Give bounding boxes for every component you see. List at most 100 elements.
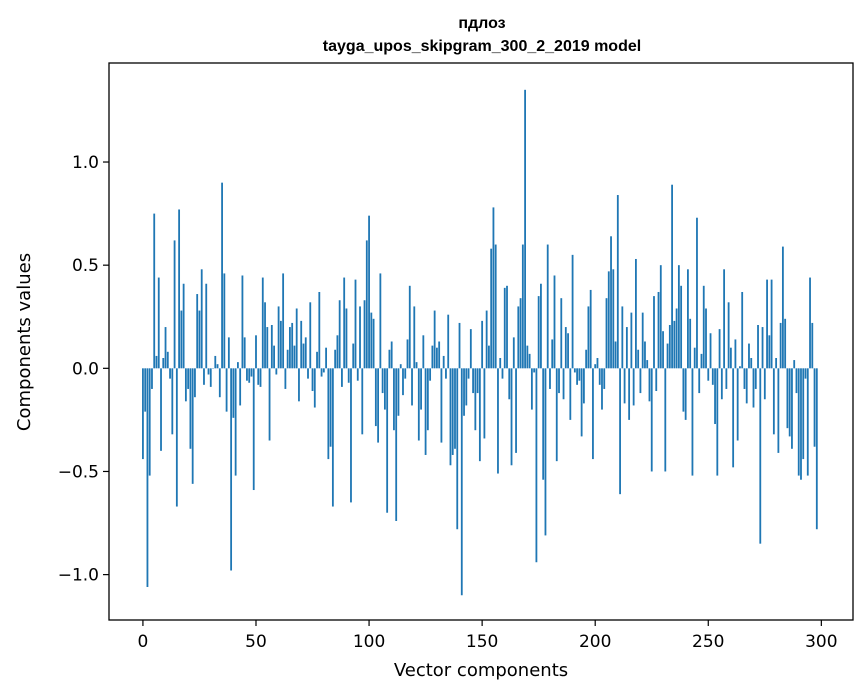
bar-16	[178, 209, 181, 369]
bar-78	[318, 291, 321, 369]
bar-133	[442, 355, 445, 369]
bar-74	[309, 302, 312, 369]
bar-207	[610, 236, 612, 369]
bar-164	[512, 337, 515, 369]
bar-168	[521, 244, 524, 369]
bar-227	[655, 368, 658, 392]
bar-240	[684, 368, 687, 420]
bar-158	[499, 358, 502, 369]
bar-72	[304, 337, 307, 369]
bar-178	[544, 368, 547, 536]
bar-245	[696, 217, 698, 369]
bar-12	[169, 368, 171, 379]
bar-193	[578, 368, 581, 381]
x-tick-label: 150	[466, 632, 498, 652]
y-tick-label: 0.5	[72, 256, 99, 276]
bar-58	[273, 345, 275, 369]
bar-66	[291, 322, 294, 369]
bar-15	[175, 368, 178, 507]
bar-102	[372, 318, 375, 369]
bar-77	[316, 351, 318, 369]
bar-224	[648, 368, 651, 402]
bar-174	[535, 368, 538, 563]
bar-70	[300, 320, 303, 369]
bar-289	[795, 368, 798, 394]
bar-295	[809, 277, 811, 369]
bar-244	[693, 347, 696, 369]
bar-263	[736, 368, 739, 441]
bar-33	[216, 364, 219, 369]
bar-260	[729, 347, 732, 369]
bar-101	[370, 312, 373, 369]
bar-192	[576, 368, 579, 385]
bar-262	[734, 339, 737, 369]
bar-84	[331, 368, 334, 507]
x-tick-label: 300	[805, 632, 837, 652]
bar-110	[390, 341, 393, 369]
bar-181	[551, 339, 554, 369]
bar-150	[481, 320, 484, 369]
bar-146	[472, 368, 474, 394]
bar-167	[519, 298, 522, 369]
bar-154	[490, 248, 493, 369]
bar-123	[420, 368, 422, 410]
bar-160	[503, 287, 506, 369]
bar-189	[569, 368, 572, 420]
bar-261	[732, 368, 735, 468]
bar-173	[533, 368, 536, 373]
bar-212	[621, 306, 624, 369]
bar-281	[777, 368, 780, 453]
bar-194	[580, 368, 583, 437]
bar-54	[264, 302, 266, 369]
bar-171	[528, 353, 531, 369]
bar-228	[657, 291, 660, 369]
bar-75	[311, 368, 314, 392]
bar-35	[221, 182, 223, 369]
bar-157	[497, 368, 499, 474]
bar-134	[445, 368, 447, 379]
bars-group	[142, 89, 818, 596]
bar-156	[494, 244, 497, 369]
bar-142	[463, 368, 465, 416]
bar-287	[791, 368, 793, 449]
bar-88	[341, 368, 343, 387]
bar-41	[234, 368, 237, 476]
bar-97	[361, 368, 364, 435]
bar-275	[763, 368, 766, 400]
bar-190	[571, 254, 574, 369]
bar-100	[368, 215, 370, 369]
bar-42	[237, 362, 239, 369]
bar-5	[153, 213, 156, 369]
bar-117	[406, 339, 409, 369]
bar-92	[350, 368, 352, 503]
bar-3	[148, 368, 151, 476]
bar-48	[250, 368, 253, 377]
bar-25	[198, 310, 201, 369]
bar-6	[155, 355, 158, 369]
y-axis-ticks: −1.0 −0.5 0.0 0.5 1.0	[58, 153, 109, 586]
bar-161	[506, 285, 508, 369]
bar-24	[196, 294, 199, 369]
bar-268	[748, 343, 750, 369]
bar-248	[702, 285, 705, 369]
bar-95	[356, 368, 359, 381]
bar-80	[322, 368, 325, 373]
bar-243	[691, 368, 694, 476]
bar-216	[630, 312, 633, 369]
y-tick-label: 0.0	[72, 359, 99, 379]
bar-199	[592, 368, 594, 460]
bar-292	[802, 368, 805, 460]
bar-215	[628, 368, 631, 420]
bar-269	[750, 358, 753, 369]
bar-68	[295, 308, 298, 369]
bar-253	[714, 368, 716, 425]
bar-90	[345, 308, 348, 369]
bar-211	[619, 368, 621, 495]
bar-276	[766, 279, 768, 369]
bar-186	[562, 368, 565, 400]
bar-222	[644, 341, 646, 369]
bar-17	[180, 310, 183, 369]
bar-242	[689, 318, 692, 369]
bar-107	[383, 368, 386, 410]
